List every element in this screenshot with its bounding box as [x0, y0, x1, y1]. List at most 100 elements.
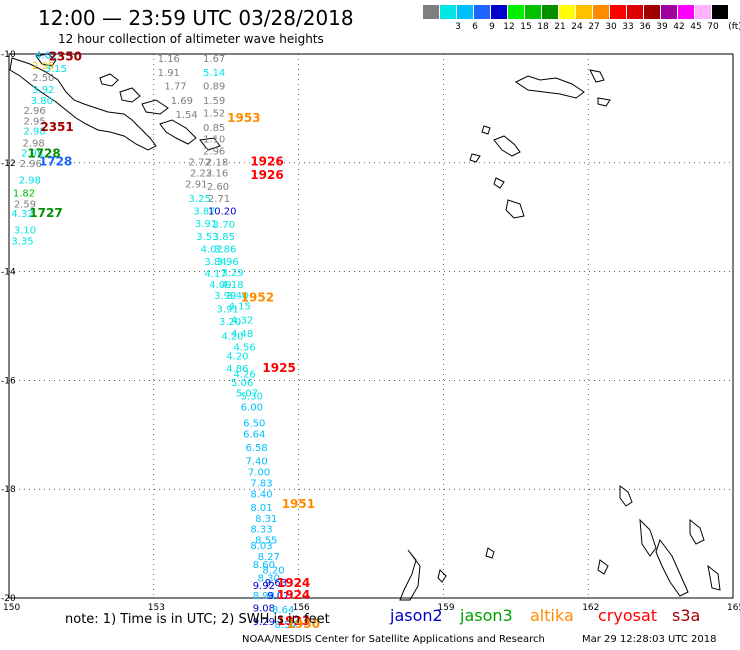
coastline [9, 53, 721, 601]
pass-time-label: 1951 [282, 497, 315, 511]
wave-height-label: 3.92 [32, 85, 54, 96]
wave-height-label: 7.83 [250, 478, 272, 489]
legend-label: 6 [472, 22, 478, 32]
wave-height-label: 2.91 [185, 179, 207, 190]
pass-time-label: 1926 [250, 155, 283, 169]
legend-label: 70 [707, 22, 719, 32]
wave-height-label: 8.40 [250, 489, 272, 500]
lon-tick-label: 159 [437, 603, 454, 613]
pass-time-label: 1950 [287, 617, 320, 631]
credit-line: NOAA/NESDIS Center for Satellite Applica… [242, 634, 545, 645]
lat-tick-label: -12 [1, 159, 16, 169]
wave-height-label: 1.10 [203, 135, 225, 146]
lat-tick-label: -18 [1, 485, 16, 495]
wave-height-points: 4.022.953.152.503.923.802.962.952.982.98… [11, 50, 320, 631]
legend-label: 15 [520, 22, 532, 32]
legend-swatch [712, 5, 728, 19]
legend-label: 3 [455, 22, 461, 32]
legend-label: 21 [554, 22, 566, 32]
legend-label: 42 [673, 22, 685, 32]
wave-height-label: 1.54 [176, 110, 198, 121]
wave-height-label: 2.18 [206, 158, 228, 169]
map-frame: 150 153 156 159 162 165 -10 -12 -14 -16 -18 -20 [1, 50, 740, 613]
wave-height-label: 6.64 [243, 430, 265, 441]
satellite-s3a: s3a [672, 606, 701, 625]
pass-time-label: 1727 [29, 206, 62, 220]
wave-height-label: 10.20 [208, 206, 237, 217]
wave-height-label: 0.89 [203, 81, 225, 92]
wave-height-label: 6.58 [246, 443, 268, 454]
pass-time-label: 1952 [241, 291, 274, 305]
wave-height-label: 8.60 [253, 560, 275, 571]
wave-height-label: 0.85 [203, 123, 225, 134]
legend-swatch [627, 5, 643, 19]
wave-height-label: 8.03 [250, 541, 272, 552]
wave-height-label: 8.20 [262, 566, 284, 577]
wave-height-label: 9.92 [253, 581, 275, 592]
wave-height-label: 2.71 [208, 194, 230, 205]
wave-height-label: 7.40 [246, 457, 268, 468]
wave-height-label: 4.02 [35, 50, 57, 61]
lon-tick-label: 162 [582, 603, 599, 613]
wave-height-label: 3.87 [193, 206, 215, 217]
wave-height-label: 4.18 [221, 280, 243, 291]
wave-height-label: 8.98 [253, 591, 275, 602]
legend-swatch [610, 5, 626, 19]
legend-swatch [474, 5, 490, 19]
wave-height-label: 6.50 [243, 419, 265, 430]
pass-time-label: 1953 [227, 111, 260, 125]
wave-height-label: 3.70 [213, 220, 235, 231]
legend-swatch [593, 5, 609, 19]
legend-label: 45 [690, 22, 702, 32]
legend-swatch [440, 5, 456, 19]
legend-swatch [457, 5, 473, 19]
wave-height-label: 2.96 [20, 159, 42, 170]
wave-height-label: 3.99 [214, 291, 236, 302]
wave-height-label: 5.06 [231, 378, 253, 389]
pass-time-label: 1924 [277, 576, 310, 590]
wave-height-label: 1.67 [203, 54, 225, 65]
pass-time-label: 1728 [27, 146, 60, 160]
lon-tick-label: 156 [293, 603, 310, 613]
wave-height-label: 2.96 [203, 147, 225, 158]
wave-height-label: 2.16 [206, 168, 228, 179]
wave-height-label: 2.98 [19, 175, 41, 186]
wave-height-label: 8.54 [274, 620, 296, 631]
wave-height-label: 5.07 [236, 389, 258, 400]
wave-height-label: 8.55 [255, 536, 277, 547]
legend-swatch [695, 5, 711, 19]
wave-height-label: 4.17 [204, 269, 226, 280]
legend-label: 39 [656, 22, 668, 32]
legend-swatch [661, 5, 677, 19]
wave-height-label: 3.40 [226, 291, 248, 302]
satellite-cryosat: cryosat [598, 606, 658, 625]
wave-height-label: 1.69 [171, 96, 193, 107]
wave-height-label: 3.80 [31, 96, 53, 107]
wave-height-label: 4.48 [231, 329, 253, 340]
legend-swatch [508, 5, 524, 19]
wave-height-label: 2.72 [189, 158, 211, 169]
pass-time-label: 1728 [39, 155, 72, 169]
pass-time-label: 2351 [40, 120, 73, 134]
wave-height-label: 3.25 [189, 194, 211, 205]
satellite-jason2: jason2 [390, 606, 443, 625]
legend-swatch [559, 5, 575, 19]
pass-time-label: 2350 [49, 50, 82, 64]
lat-tick-label: -10 [1, 50, 16, 60]
legend-label: 18 [537, 22, 549, 32]
wave-height-label: 4.20 [226, 352, 248, 363]
wave-height-label: 3.20 [219, 317, 241, 328]
wave-height-label: 8.64 [272, 605, 294, 616]
wave-height-label: 1.91 [158, 68, 180, 79]
legend-label: 30 [605, 22, 617, 32]
legend-swatch [678, 5, 694, 19]
wave-height-label: 2.60 [207, 182, 229, 193]
footer-note: note: 1) Time is in UTC; 2) SWH is in fe… [65, 612, 330, 627]
wave-height-label: 3.96 [217, 257, 239, 268]
wave-height-label: 4.02 [201, 245, 223, 256]
pass-time-label: 1926 [250, 168, 283, 182]
wave-height-label: 6.00 [241, 402, 263, 413]
wave-height-label: 2.96 [23, 106, 45, 117]
legend-label: 33 [622, 22, 634, 32]
